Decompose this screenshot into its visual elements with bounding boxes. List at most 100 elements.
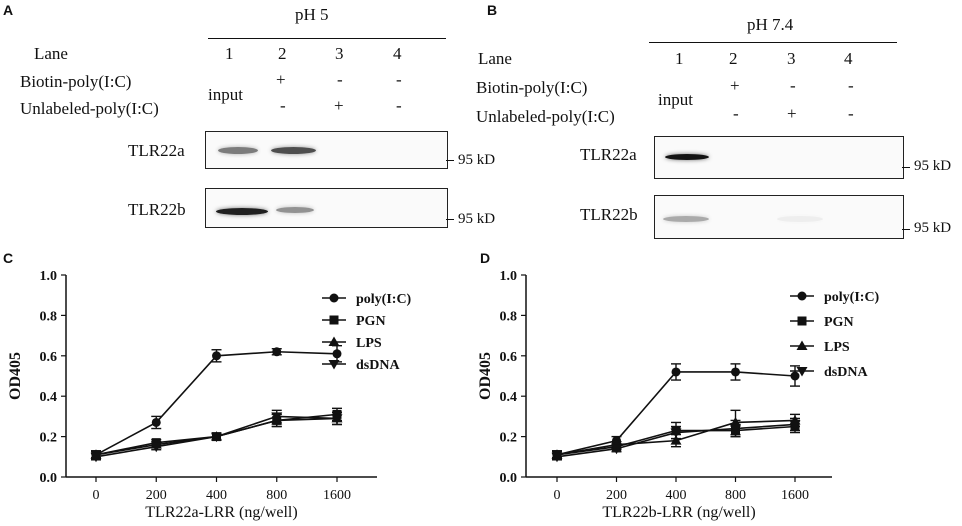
panel-b-tlr22a-label: TLR22a (580, 145, 637, 164)
panel-a-tlr22b-blot (205, 188, 448, 228)
panel-a-biotin-label: Biotin-poly(I:C) (20, 72, 132, 91)
panel-a-tlr22a-marker-tick (446, 160, 454, 161)
x-tick-label: 200 (606, 488, 627, 503)
x-tick-label: 0 (93, 488, 100, 503)
legend-label: dsDNA (824, 365, 868, 380)
x-tick-label: 0 (554, 488, 561, 503)
x-tick-label: 400 (206, 488, 227, 503)
panel-b-biotin-lane-3: - (790, 76, 796, 95)
y-tick-label: 0.2 (500, 431, 518, 446)
panel-a-tlr22a-marker: 95 kD (458, 152, 496, 168)
y-tick-label: 0.0 (500, 471, 518, 486)
panel-a-tlr22a-blot (205, 131, 448, 169)
y-tick-label: 0.6 (40, 350, 58, 365)
data-point-circle (212, 351, 221, 361)
chart-c: 0.0 0.2 0.4 0.6 0.8 1.0 0 200 400 800 1600 TLR22a-L… (7, 269, 412, 521)
legend-marker-square (329, 315, 339, 325)
data-point-triangle-down (670, 428, 682, 439)
panel-a-lane-4: 4 (393, 44, 402, 63)
panel-a-lane-1: 1 (225, 44, 234, 63)
legend-label: dsDNA (356, 358, 400, 373)
legend-label: PGN (356, 314, 386, 329)
y-tick-label: 1.0 (40, 269, 58, 284)
panel-b-tlr22a-marker: 95 kD (914, 158, 952, 174)
y-tick-label: 1.0 (500, 269, 518, 284)
panel-a-letter: A (3, 2, 14, 18)
legend-label: LPS (824, 340, 850, 355)
panel-c-letter: C (3, 250, 14, 266)
panel-a-biotin-lane-4: - (396, 70, 402, 89)
chart-d: 0.0 0.2 0.4 0.6 0.8 1.0 0 200 400 800 1600 TLR22b-L… (477, 269, 880, 521)
panel-a-divider (208, 38, 446, 39)
band (271, 147, 316, 154)
legend-label: PGN (824, 315, 854, 330)
data-point-circle (332, 349, 342, 359)
panel-b-letter: B (487, 2, 498, 18)
y-axis-label: OD405 (7, 352, 24, 400)
panel-b-tlr22a-marker-tick (902, 167, 910, 168)
panel-a-tlr22a-label: TLR22a (128, 141, 185, 160)
band (840, 216, 880, 222)
panel-a-tlr22b-marker-tick (446, 219, 454, 220)
panel-a-biotin-lane-2: + (276, 70, 286, 89)
data-point-triangle-up (670, 435, 682, 445)
data-point-circle (731, 367, 740, 377)
band (331, 207, 371, 213)
band (777, 216, 823, 222)
panel-b-tlr22b-blot (654, 195, 904, 239)
data-point-circle (671, 367, 681, 377)
panel-b-condition: pH 7.4 (747, 15, 794, 34)
panel-b-tlr22b-marker-tick (902, 229, 910, 230)
x-tick-label: 200 (146, 488, 167, 503)
data-point-triangle-down (150, 442, 162, 453)
panel-b-lane-4: 4 (844, 49, 853, 68)
y-tick-label: 0.4 (500, 390, 518, 405)
panel-b-tlr22b-marker: 95 kD (914, 220, 952, 236)
data-point-triangle-down (271, 412, 283, 422)
panel-a-input-label: input (208, 85, 243, 104)
data-point-triangle-down (90, 452, 102, 463)
legend-marker-circle (797, 291, 807, 301)
panel-a-lane-2: 2 (278, 44, 287, 63)
panel-a-unlabeled-lane-3: + (334, 96, 344, 115)
band (386, 207, 426, 213)
data-point-circle (272, 347, 282, 357)
legend-marker-triangle-down (796, 367, 808, 377)
band (665, 154, 709, 160)
x-tick-label: 400 (666, 488, 687, 503)
x-axis-label: TLR22a-LRR (ng/well) (145, 504, 297, 521)
panel-a-biotin-lane-3: - (337, 70, 343, 89)
panel-a-unlabeled-lane-2: - (280, 96, 286, 115)
data-point-circle (790, 371, 800, 381)
data-point-triangle-down (730, 424, 741, 435)
panel-b-tlr22b-label: TLR22b (580, 205, 638, 224)
panel-b-divider (649, 42, 897, 43)
y-axis-label: OD405 (477, 352, 494, 400)
x-tick-label: 1600 (781, 488, 809, 503)
x-tick-label: 800 (725, 488, 746, 503)
data-point-triangle-down (211, 432, 222, 443)
band (218, 147, 258, 154)
band (725, 154, 765, 160)
panel-a-unlabeled-lane-4: - (396, 96, 402, 115)
panel-a-tlr22b-label: TLR22b (128, 200, 186, 219)
band (840, 154, 880, 160)
legend-marker-triangle-up (796, 340, 808, 350)
legend-marker-triangle-down (328, 360, 340, 370)
legend-label: LPS (356, 336, 382, 351)
data-point-triangle-down (789, 420, 801, 430)
panel-a-lane-3: 3 (335, 44, 344, 63)
y-tick-label: 0.4 (40, 390, 58, 405)
panel-b-lane-2: 2 (729, 49, 738, 68)
data-point-triangle-down (331, 414, 343, 424)
panel-b-input-label: input (658, 90, 693, 109)
panel-b-lane-label: Lane (478, 49, 512, 68)
x-tick-label: 800 (266, 488, 287, 503)
y-tick-label: 0.2 (40, 431, 58, 446)
x-axis-label: TLR22b-LRR (ng/well) (602, 504, 755, 521)
panel-a-lane-label: Lane (34, 44, 68, 63)
panel-b-unlabeled-lane-2: - (733, 104, 739, 123)
band (216, 208, 268, 215)
y-tick-label: 0.6 (500, 350, 518, 365)
